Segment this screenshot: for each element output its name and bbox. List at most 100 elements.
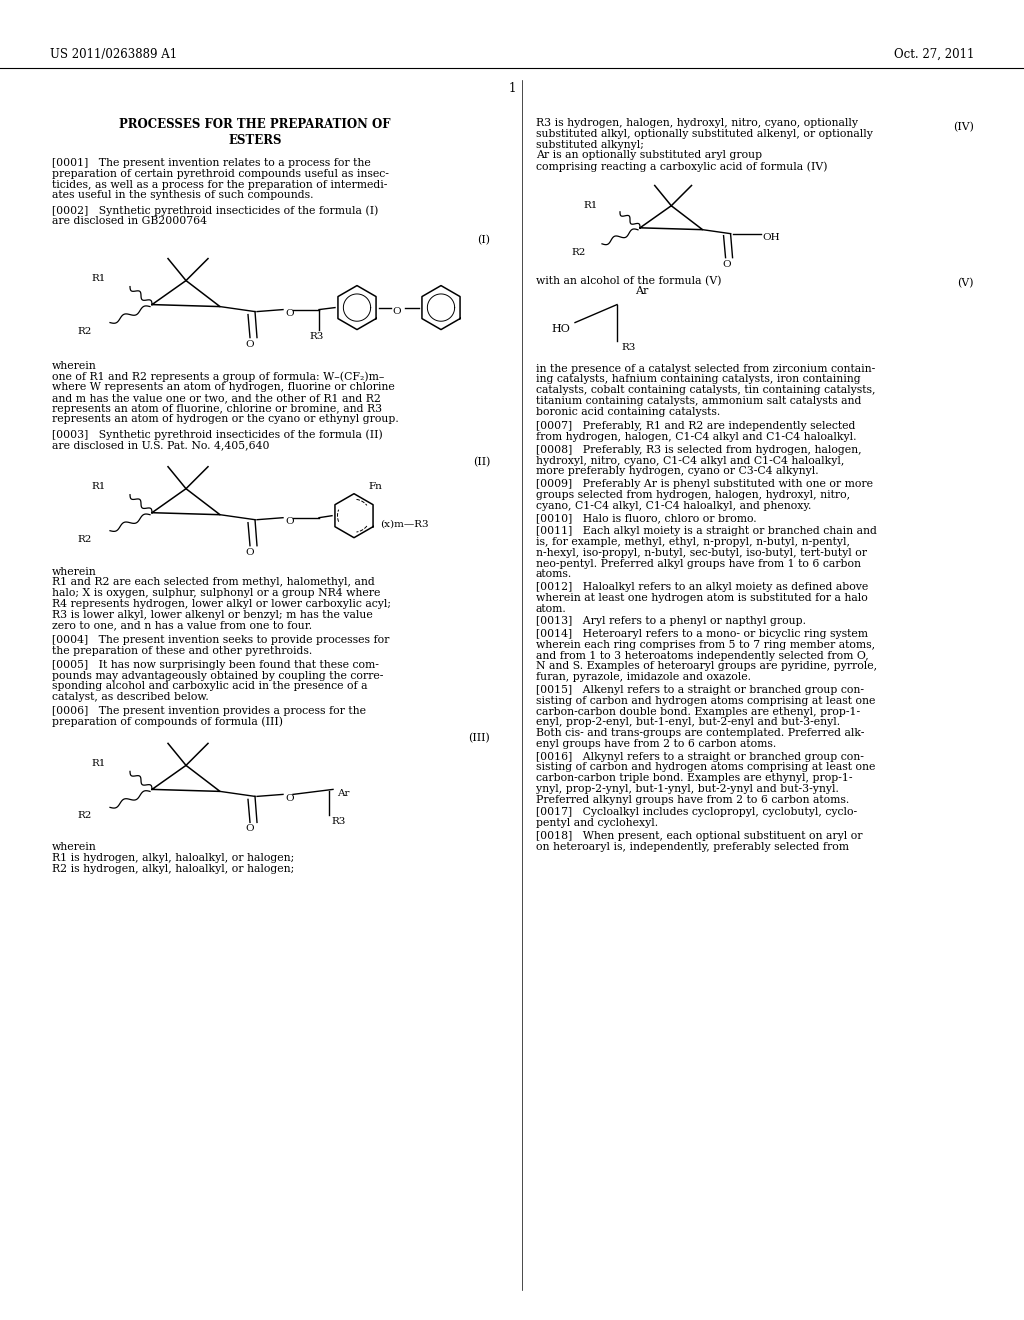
Text: ing catalysts, hafnium containing catalysts, iron containing: ing catalysts, hafnium containing cataly…	[536, 375, 860, 384]
Text: O: O	[246, 339, 254, 348]
Text: neo-pentyl. Preferred alkyl groups have from 1 to 6 carbon: neo-pentyl. Preferred alkyl groups have …	[536, 558, 861, 569]
Text: R1: R1	[91, 759, 106, 768]
Text: [0002]   Synthetic pyrethroid insecticides of the formula (I): [0002] Synthetic pyrethroid insecticides…	[52, 205, 379, 215]
Text: [0010]   Halo is fluoro, chloro or bromo.: [0010] Halo is fluoro, chloro or bromo.	[536, 513, 757, 524]
Text: [0009]   Preferably Ar is phenyl substituted with one or more: [0009] Preferably Ar is phenyl substitut…	[536, 479, 873, 490]
Text: wherein at least one hydrogen atom is substituted for a halo: wherein at least one hydrogen atom is su…	[536, 593, 867, 603]
Text: [0008]   Preferably, R3 is selected from hydrogen, halogen,: [0008] Preferably, R3 is selected from h…	[536, 445, 861, 455]
Text: Oct. 27, 2011: Oct. 27, 2011	[894, 48, 974, 61]
Text: boronic acid containing catalysts.: boronic acid containing catalysts.	[536, 407, 720, 417]
Text: in the presence of a catalyst selected from zirconium contain-: in the presence of a catalyst selected f…	[536, 363, 876, 374]
Text: R2: R2	[78, 812, 92, 821]
Text: PROCESSES FOR THE PREPARATION OF: PROCESSES FOR THE PREPARATION OF	[119, 117, 391, 131]
Text: R1: R1	[91, 275, 106, 282]
Text: 1: 1	[508, 82, 516, 95]
Text: R3 is hydrogen, halogen, hydroxyl, nitro, cyano, optionally: R3 is hydrogen, halogen, hydroxyl, nitro…	[536, 117, 858, 128]
Text: cyano, C1-C4 alkyl, C1-C4 haloalkyl, and phenoxy.: cyano, C1-C4 alkyl, C1-C4 haloalkyl, and…	[536, 500, 811, 511]
Text: [0014]   Heteroaryl refers to a mono- or bicyclic ring system: [0014] Heteroaryl refers to a mono- or b…	[536, 630, 868, 639]
Text: [0007]   Preferably, R1 and R2 are independently selected: [0007] Preferably, R1 and R2 are indepen…	[536, 421, 855, 432]
Text: R3: R3	[331, 817, 345, 826]
Text: (IV): (IV)	[953, 121, 974, 132]
Text: Both cis- and trans-groups are contemplated. Preferred alk-: Both cis- and trans-groups are contempla…	[536, 729, 864, 738]
Text: [0018]   When present, each optional substituent on aryl or: [0018] When present, each optional subst…	[536, 830, 862, 841]
Text: substituted alkyl, optionally substituted alkenyl, or optionally: substituted alkyl, optionally substitute…	[536, 129, 872, 139]
Text: [0003]   Synthetic pyrethroid insecticides of the formula (II): [0003] Synthetic pyrethroid insecticides…	[52, 429, 383, 440]
Text: [0016]   Alkynyl refers to a straight or branched group con-: [0016] Alkynyl refers to a straight or b…	[536, 751, 864, 762]
Text: atoms.: atoms.	[536, 569, 572, 579]
Text: the preparation of these and other pyrethroids.: the preparation of these and other pyret…	[52, 645, 312, 656]
Text: more preferably hydrogen, cyano or C3-C4 alkynyl.: more preferably hydrogen, cyano or C3-C4…	[536, 466, 818, 477]
Text: pounds may advantageously obtained by coupling the corre-: pounds may advantageously obtained by co…	[52, 671, 383, 681]
Text: carbon-carbon triple bond. Examples are ethynyl, prop-1-: carbon-carbon triple bond. Examples are …	[536, 774, 853, 783]
Text: Ar: Ar	[635, 285, 648, 296]
Text: O: O	[246, 825, 254, 833]
Text: atom.: atom.	[536, 603, 566, 614]
Text: pentyl and cyclohexyl.: pentyl and cyclohexyl.	[536, 818, 658, 828]
Text: sisting of carbon and hydrogen atoms comprising at least one: sisting of carbon and hydrogen atoms com…	[536, 763, 876, 772]
Text: [0011]   Each alkyl moiety is a straight or branched chain and: [0011] Each alkyl moiety is a straight o…	[536, 527, 877, 536]
Text: R4 represents hydrogen, lower alkyl or lower carboxylic acyl;: R4 represents hydrogen, lower alkyl or l…	[52, 599, 391, 609]
Text: [0005]   It has now surprisingly been found that these com-: [0005] It has now surprisingly been foun…	[52, 660, 379, 669]
Text: titanium containing catalysts, ammonium salt catalysts and: titanium containing catalysts, ammonium …	[536, 396, 861, 405]
Text: [0012]   Haloalkyl refers to an alkyl moiety as defined above: [0012] Haloalkyl refers to an alkyl moie…	[536, 582, 868, 593]
Text: Ar: Ar	[337, 789, 349, 797]
Text: and m has the value one or two, and the other of R1 and R2: and m has the value one or two, and the …	[52, 393, 381, 403]
Text: O: O	[285, 517, 294, 527]
Text: (V): (V)	[957, 277, 974, 288]
Text: are disclosed in GB2000764: are disclosed in GB2000764	[52, 216, 207, 226]
Text: O: O	[246, 548, 254, 557]
Text: O: O	[722, 260, 731, 269]
Text: carbon-carbon double bond. Examples are ethenyl, prop-1-: carbon-carbon double bond. Examples are …	[536, 706, 860, 717]
Text: represents an atom of hydrogen or the cyano or ethynyl group.: represents an atom of hydrogen or the cy…	[52, 414, 398, 425]
Text: catalysts, cobalt containing catalysts, tin containing catalysts,: catalysts, cobalt containing catalysts, …	[536, 385, 876, 395]
Text: R3 is lower alkyl, lower alkenyl or benzyl; m has the value: R3 is lower alkyl, lower alkenyl or benz…	[52, 610, 373, 620]
Text: R3: R3	[310, 331, 325, 341]
Text: and from 1 to 3 heteroatoms independently selected from O,: and from 1 to 3 heteroatoms independentl…	[536, 651, 868, 661]
Text: (III): (III)	[468, 734, 490, 743]
Text: ates useful in the synthesis of such compounds.: ates useful in the synthesis of such com…	[52, 190, 313, 201]
Text: O: O	[285, 309, 294, 318]
Text: one of R1 and R2 represents a group of formula: W–(CF₂)m–: one of R1 and R2 represents a group of f…	[52, 371, 384, 381]
Text: R2: R2	[78, 326, 92, 335]
Text: n-hexyl, iso-propyl, n-butyl, sec-butyl, iso-butyl, tert-butyl or: n-hexyl, iso-propyl, n-butyl, sec-butyl,…	[536, 548, 867, 558]
Text: [0015]   Alkenyl refers to a straight or branched group con-: [0015] Alkenyl refers to a straight or b…	[536, 685, 864, 694]
Text: R1 is hydrogen, alkyl, haloalkyl, or halogen;: R1 is hydrogen, alkyl, haloalkyl, or hal…	[52, 853, 294, 863]
Text: N and S. Examples of heteroaryl groups are pyridine, pyrrole,: N and S. Examples of heteroaryl groups a…	[536, 661, 878, 672]
Text: (x)m—R3: (x)m—R3	[380, 519, 429, 528]
Text: US 2011/0263889 A1: US 2011/0263889 A1	[50, 48, 177, 61]
Text: Preferred alkynyl groups have from 2 to 6 carbon atoms.: Preferred alkynyl groups have from 2 to …	[536, 795, 849, 805]
Text: HO: HO	[551, 323, 570, 334]
Text: preparation of certain pyrethroid compounds useful as insec-: preparation of certain pyrethroid compou…	[52, 169, 389, 178]
Text: OH: OH	[763, 234, 780, 242]
Text: ynyl, prop-2-ynyl, but-1-ynyl, but-2-ynyl and but-3-ynyl.: ynyl, prop-2-ynyl, but-1-ynyl, but-2-yny…	[536, 784, 839, 793]
Text: preparation of compounds of formula (III): preparation of compounds of formula (III…	[52, 717, 283, 727]
Text: R1 and R2 are each selected from methyl, halomethyl, and: R1 and R2 are each selected from methyl,…	[52, 577, 375, 587]
Text: substituted alkynyl;: substituted alkynyl;	[536, 140, 644, 149]
Text: [0006]   The present invention provides a process for the: [0006] The present invention provides a …	[52, 706, 366, 715]
Text: halo; X is oxygen, sulphur, sulphonyl or a group NR4 where: halo; X is oxygen, sulphur, sulphonyl or…	[52, 589, 380, 598]
Text: catalyst, as described below.: catalyst, as described below.	[52, 692, 209, 702]
Text: R1: R1	[584, 202, 598, 210]
Text: with an alcohol of the formula (V): with an alcohol of the formula (V)	[536, 276, 722, 286]
Text: R2: R2	[571, 248, 586, 257]
Text: O: O	[285, 793, 294, 803]
Text: hydroxyl, nitro, cyano, C1-C4 alkyl and C1-C4 haloalkyl,: hydroxyl, nitro, cyano, C1-C4 alkyl and …	[536, 455, 845, 466]
Text: wherein: wherein	[52, 842, 96, 853]
Text: wherein: wherein	[52, 360, 96, 371]
Text: represents an atom of fluorine, chlorine or bromine, and R3: represents an atom of fluorine, chlorine…	[52, 404, 382, 413]
Text: are disclosed in U.S. Pat. No. 4,405,640: are disclosed in U.S. Pat. No. 4,405,640	[52, 440, 269, 450]
Text: [0001]   The present invention relates to a process for the: [0001] The present invention relates to …	[52, 158, 371, 168]
Text: zero to one, and n has a value from one to four.: zero to one, and n has a value from one …	[52, 620, 312, 631]
Text: enyl, prop-2-enyl, but-1-enyl, but-2-enyl and but-3-enyl.: enyl, prop-2-enyl, but-1-enyl, but-2-eny…	[536, 717, 840, 727]
Text: ESTERS: ESTERS	[228, 135, 282, 147]
Text: Fn: Fn	[368, 482, 382, 491]
Text: furan, pyrazole, imidazole and oxazole.: furan, pyrazole, imidazole and oxazole.	[536, 672, 751, 682]
Text: comprising reacting a carboxylic acid of formula (IV): comprising reacting a carboxylic acid of…	[536, 161, 827, 172]
Text: enyl groups have from 2 to 6 carbon atoms.: enyl groups have from 2 to 6 carbon atom…	[536, 739, 776, 748]
Text: [0004]   The present invention seeks to provide processes for: [0004] The present invention seeks to pr…	[52, 635, 389, 645]
Text: on heteroaryl is, independently, preferably selected from: on heteroaryl is, independently, prefera…	[536, 842, 849, 851]
Text: R3: R3	[621, 343, 635, 351]
Text: where W represents an atom of hydrogen, fluorine or chlorine: where W represents an atom of hydrogen, …	[52, 381, 394, 392]
Text: groups selected from hydrogen, halogen, hydroxyl, nitro,: groups selected from hydrogen, halogen, …	[536, 490, 850, 500]
Text: ticides, as well as a process for the preparation of intermedi-: ticides, as well as a process for the pr…	[52, 180, 387, 190]
